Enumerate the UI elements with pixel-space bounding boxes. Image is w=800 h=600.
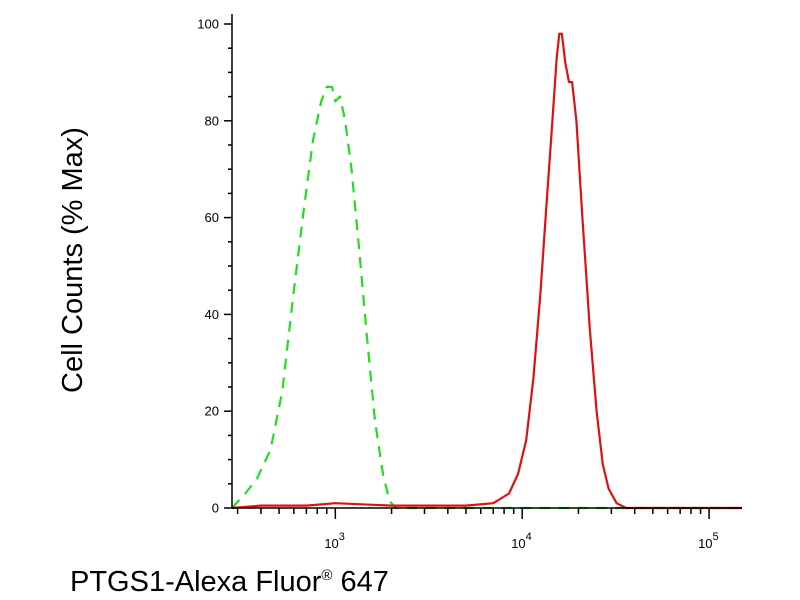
series-line-1 [231,85,742,510]
x-axis-title-superscript: ® [321,567,332,584]
series-layer [231,32,742,510]
x-axis-title: PTGS1-Alexa Fluor® 647 [70,566,389,598]
axes-layer: 0 20 40 60 80 100 103 104 105 [197,14,742,551]
x-tick-label: 105 [698,531,719,551]
x-axis-title-suffix: 647 [332,566,388,598]
y-tick-label: 60 [205,210,219,225]
y-tick-label: 0 [212,501,219,516]
series-line-2 [231,32,742,510]
y-tick-label: 80 [205,113,219,128]
x-tick-label: 103 [324,531,345,551]
y-axis-title: Cell Counts (% Max) [57,127,89,393]
y-tick-label: 40 [205,307,219,322]
y-tick-label: 100 [197,17,219,32]
y-tick-label: 20 [205,404,219,419]
x-tick-label: 104 [511,531,532,551]
x-axis-title-main: PTGS1-Alexa Fluor [70,566,322,598]
